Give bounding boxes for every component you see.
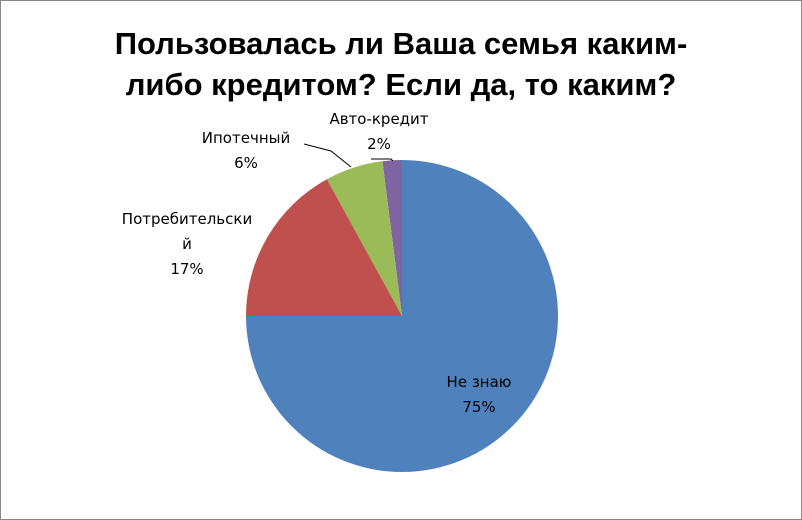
leader-line	[303, 143, 352, 168]
category-label: Авто-кредит	[329, 110, 429, 128]
category-label: Потребительский	[121, 210, 253, 253]
slice-label: Ипотечный 6%	[202, 126, 290, 176]
pie-slice	[326, 161, 402, 316]
value-label: 2%	[367, 135, 391, 153]
pie-slice	[246, 179, 402, 316]
chart-title: Пользовалась ли Ваша семья каким-либо кр…	[114, 26, 688, 102]
value-label: 6%	[234, 154, 258, 172]
category-label: Ипотечный	[201, 129, 291, 147]
value-label: 75%	[462, 398, 496, 416]
slice-label: Не знаю 75%	[447, 370, 512, 420]
value-label: 17%	[170, 260, 204, 278]
category-label: Не знаю	[446, 373, 512, 391]
pie-slice	[246, 160, 558, 472]
pie-slice	[382, 160, 402, 316]
leader-line	[371, 158, 394, 162]
slice-label: Авто-кредит 2%	[329, 107, 428, 157]
slice-label: Потребительский 17%	[117, 207, 257, 282]
